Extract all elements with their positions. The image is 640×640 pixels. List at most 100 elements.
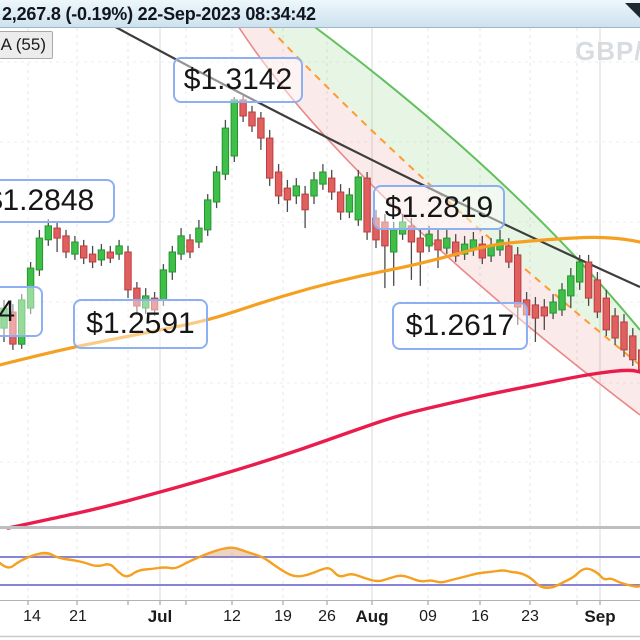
trendline[interactable] — [109, 23, 640, 289]
ma-red-line[interactable] — [6, 368, 640, 530]
axis-label: 26 — [318, 608, 336, 625]
candle-body — [328, 177, 336, 193]
candle-body — [301, 193, 309, 211]
candle-body — [629, 335, 637, 361]
candle-body — [593, 279, 602, 313]
candle-body — [478, 243, 487, 259]
ma-orange-line[interactable] — [0, 235, 640, 367]
candle-body — [204, 199, 212, 231]
axis-label: Aug — [355, 607, 389, 626]
oscillator-line[interactable] — [0, 546, 640, 589]
axis-label: 23 — [521, 608, 539, 625]
candle-body — [620, 321, 628, 351]
candle-body — [576, 261, 584, 283]
candle-body — [354, 176, 363, 221]
candle-body — [142, 295, 150, 309]
candle-body — [443, 237, 451, 249]
axis-label: 19 — [274, 608, 292, 625]
candle-body — [283, 187, 292, 201]
candle-body — [336, 191, 345, 213]
oscillator-panel — [0, 546, 640, 589]
candle-body — [44, 225, 52, 241]
candle-body — [248, 111, 256, 127]
candle-body — [505, 245, 513, 263]
candle-body — [381, 221, 389, 247]
candle-body — [230, 99, 239, 157]
candle-body — [212, 171, 221, 203]
candle-body — [425, 233, 433, 247]
price-label[interactable]: $1.2591 — [73, 299, 208, 349]
candle-body — [186, 239, 194, 253]
corner-icon[interactable] — [625, 3, 640, 18]
candle-body — [168, 251, 177, 273]
candle-body — [407, 225, 416, 243]
candle-body — [106, 251, 114, 259]
candle-body — [97, 249, 106, 261]
candle-body — [514, 254, 522, 308]
candle-body — [584, 261, 593, 299]
panel-divider[interactable] — [0, 526, 640, 529]
price-label[interactable]: $1.2617 — [392, 302, 528, 350]
candle-body — [62, 235, 70, 253]
candle-body — [18, 299, 26, 345]
candle-body — [567, 275, 575, 297]
candles — [0, 95, 640, 371]
axis-label: 09 — [419, 608, 437, 625]
candle-body — [345, 194, 354, 213]
candle-body — [159, 269, 168, 301]
candle-body — [221, 127, 230, 175]
price-label[interactable]: $1.2848 — [0, 179, 115, 223]
candle-body — [602, 297, 610, 331]
axis-label: Sep — [584, 607, 616, 626]
candle-body — [0, 307, 8, 329]
price-label[interactable]: $1.3142 — [173, 57, 303, 103]
quote-bar: 2,267.8 (-0.19%) 22-Sep-2023 08:34:42 — [0, 0, 640, 28]
candle-body — [239, 99, 247, 117]
candle-body — [53, 227, 61, 239]
candle-body — [558, 289, 566, 311]
time-axis[interactable]: 14 21 Jul 12 19 26 Aug 09 16 23 Sep — [0, 601, 640, 635]
price-label[interactable]: 4 — [0, 286, 43, 337]
candle-body — [274, 171, 283, 197]
indicator-badge[interactable]: A (55) — [0, 31, 53, 59]
axis-label: 16 — [471, 608, 489, 625]
candle-body — [266, 137, 274, 179]
symbol-watermark: GBP/ — [575, 36, 640, 66]
candle-body — [150, 297, 159, 311]
candle-body — [310, 179, 318, 197]
candle-body — [195, 227, 203, 243]
candle-body — [540, 306, 548, 317]
candle-body — [71, 241, 79, 255]
candle-body — [35, 237, 44, 271]
axis-label: 21 — [69, 608, 87, 625]
quote-text: 2,267.8 (-0.19%) 22-Sep-2023 08:34:42 — [2, 3, 316, 24]
candle-body — [177, 235, 185, 255]
candle-body — [638, 349, 640, 371]
candle-body — [26, 267, 35, 309]
axis-label: Jul — [147, 607, 173, 626]
channel-mid-line[interactable] — [242, 0, 640, 366]
candle-body — [363, 177, 371, 233]
candle-body — [416, 237, 425, 253]
axis-label: 12 — [223, 608, 241, 625]
candle-body — [124, 251, 132, 291]
candle-body — [611, 315, 619, 339]
candle-body — [460, 243, 469, 255]
candle-body — [531, 304, 540, 319]
candle-body — [549, 301, 557, 314]
price-label[interactable]: $1.2819 — [373, 185, 505, 230]
candle-body — [257, 117, 265, 139]
candle-body — [390, 229, 398, 253]
candle-body — [319, 171, 327, 185]
axis-label: 14 — [23, 608, 41, 625]
candle-body — [133, 287, 141, 307]
candle-body — [292, 185, 301, 197]
candle-body — [80, 245, 88, 259]
indicator-badge-label: A (55) — [0, 35, 46, 54]
candle-body — [9, 311, 17, 345]
channel-fill-green — [243, 0, 640, 365]
candle-body — [88, 253, 97, 263]
candle-body — [115, 245, 123, 255]
